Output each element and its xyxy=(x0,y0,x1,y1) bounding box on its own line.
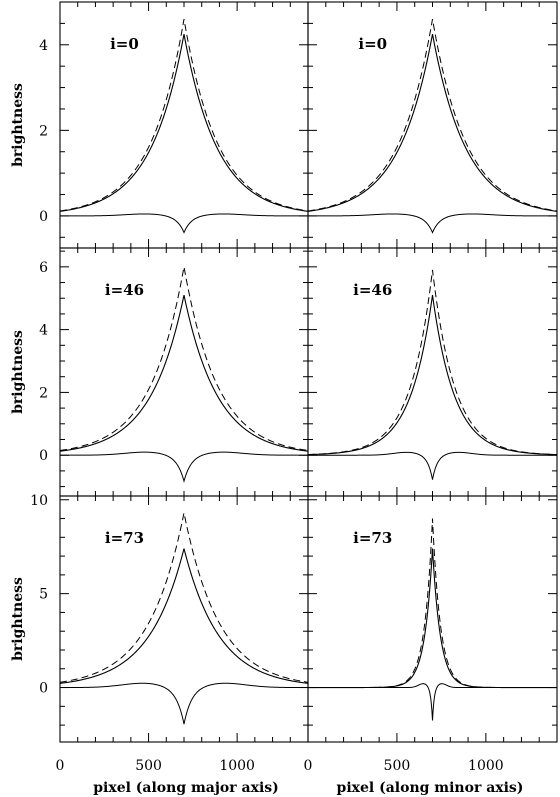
residual-curve-r0c0 xyxy=(60,213,308,234)
y-axis-title: brightness xyxy=(10,577,26,661)
x-tick-label: 0 xyxy=(304,758,313,774)
dashed-profile-r0c1 xyxy=(307,19,558,212)
x-tick-label: 500 xyxy=(135,758,162,774)
dashed-profile-r2c0 xyxy=(59,512,309,683)
residual-curve-r1c1 xyxy=(308,451,557,480)
y-tick-label: 10 xyxy=(30,493,48,509)
y-tick-label: 0 xyxy=(39,448,48,464)
y-tick-label: 5 xyxy=(39,587,48,603)
y-axis-title: brightness xyxy=(10,330,26,414)
y-tick-label: 4 xyxy=(39,323,48,339)
residual-curve-r1c0 xyxy=(60,451,308,483)
solid-profile-r1c0 xyxy=(59,294,309,452)
residual-curve-r2c1 xyxy=(308,683,557,721)
solid-profile-r2c0 xyxy=(59,548,309,684)
y-tick-label: 2 xyxy=(39,385,48,401)
panel-label-r2c0: i=73 xyxy=(105,529,144,547)
solid-profile-r2c1 xyxy=(308,548,557,689)
x-axis-title: pixel (along major axis) xyxy=(93,780,279,796)
y-tick-label: 6 xyxy=(39,260,48,276)
panel-label-r2c1: i=73 xyxy=(353,529,392,547)
x-tick-label: 500 xyxy=(384,758,411,774)
panel-frame-r2c1 xyxy=(307,495,558,743)
dashed-profile-r1c1 xyxy=(307,269,558,455)
x-tick-label: 1000 xyxy=(219,758,255,774)
x-axis-title: pixel (along minor axis) xyxy=(337,780,524,796)
solid-profile-r0c1 xyxy=(307,33,558,212)
solid-profile-r0c0 xyxy=(59,33,309,212)
y-tick-label: 0 xyxy=(39,681,48,697)
dashed-profile-r1c0 xyxy=(59,266,309,451)
y-tick-label: 4 xyxy=(39,38,48,54)
y-tick-label: 0 xyxy=(39,209,48,225)
y-axis-title: brightness xyxy=(10,83,26,167)
panel-label-r0c0: i=0 xyxy=(110,35,139,53)
dashed-profile-r2c1 xyxy=(308,518,557,689)
x-tick-label: 0 xyxy=(56,758,65,774)
panel-frame-r2c0 xyxy=(59,495,309,743)
panel-frame-r1c1 xyxy=(307,247,558,497)
panel-frame-r0c0 xyxy=(59,1,309,249)
panel-label-r0c1: i=0 xyxy=(358,35,387,53)
x-tick-label: 1000 xyxy=(468,758,504,774)
panel-label-r1c1: i=46 xyxy=(353,281,392,299)
panel-frame-r0c1 xyxy=(307,1,558,249)
y-tick-label: 2 xyxy=(39,123,48,139)
residual-curve-r0c1 xyxy=(308,213,557,234)
solid-profile-r1c1 xyxy=(307,295,558,456)
panel-frame-r1c0 xyxy=(59,247,309,497)
dashed-profile-r0c0 xyxy=(59,19,309,212)
panel-label-r1c0: i=46 xyxy=(105,281,144,299)
residual-curve-r2c0 xyxy=(60,682,308,725)
